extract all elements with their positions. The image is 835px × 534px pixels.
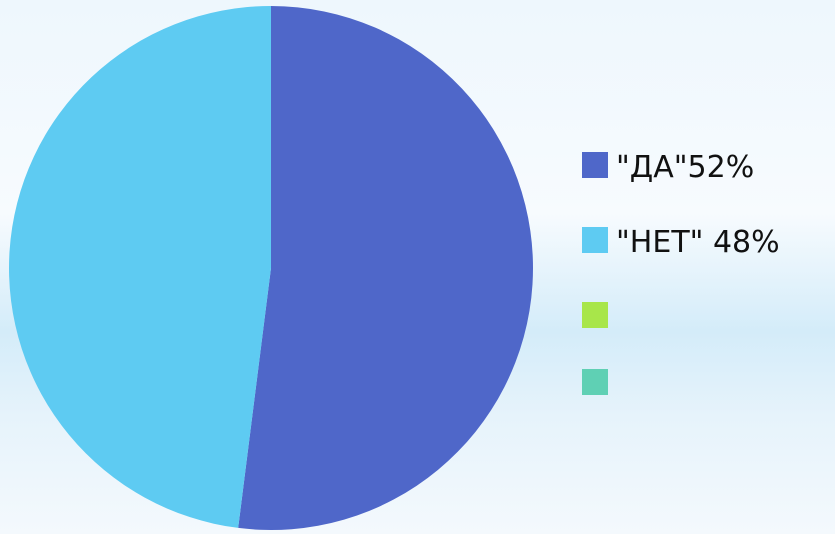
- legend-swatch-3: [582, 302, 608, 328]
- legend: "ДА"52% "НЕТ" 48%: [582, 150, 780, 395]
- legend-label-da: "ДА"52%: [616, 150, 754, 185]
- legend-swatch-da: [582, 152, 608, 178]
- legend-swatch-net: [582, 227, 608, 253]
- pie-slice-net: [8, 6, 272, 528]
- legend-label-net: "НЕТ" 48%: [616, 225, 780, 260]
- legend-item-net: "НЕТ" 48%: [582, 225, 780, 260]
- legend-item-4: [582, 369, 608, 395]
- pie-slice-da: [238, 6, 533, 530]
- legend-item-3: [582, 302, 608, 328]
- legend-item-da: "ДА"52%: [582, 150, 754, 185]
- pie-slices: [8, 6, 533, 530]
- legend-swatch-4: [582, 369, 608, 395]
